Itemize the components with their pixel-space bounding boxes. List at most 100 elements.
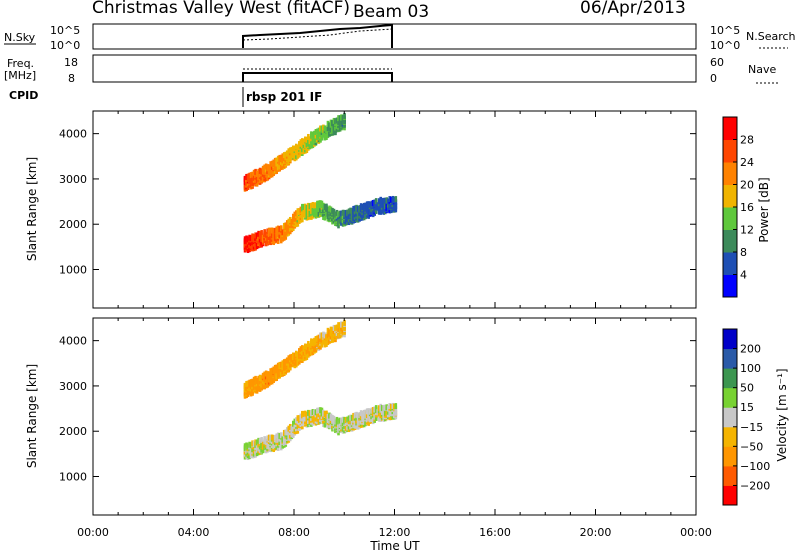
velocity-cell: [394, 403, 398, 410]
velocity-cell: [307, 409, 310, 416]
velocity-cell: [368, 416, 372, 423]
velocity-colorbar-label: Velocity [m s⁻¹]: [775, 368, 789, 461]
power-cell: [269, 227, 272, 234]
velocity-cell: [325, 340, 328, 347]
power-cell: [293, 152, 297, 159]
velocity-colorbar-tick: 100: [740, 362, 761, 375]
power-cell: [290, 146, 294, 153]
velocity-cell: [341, 416, 345, 423]
velocity-cell: [371, 407, 375, 414]
velocity-cell: [344, 425, 348, 432]
velocity-cell: [304, 343, 307, 350]
power-colorbar-tick: 4: [740, 269, 747, 282]
power-cell: [356, 216, 360, 223]
velocity-cell: [386, 405, 390, 412]
velocity-cell: [295, 350, 298, 357]
velocity-cell: [374, 405, 378, 412]
power-cell: [307, 214, 310, 221]
velocity-cell: [275, 364, 279, 371]
power-cell: [328, 122, 331, 129]
velocity-cell: [270, 375, 274, 382]
power-cell: [314, 202, 318, 209]
power-cell: [245, 235, 248, 242]
power-cell: [350, 212, 354, 219]
power-cell: [343, 209, 346, 216]
power-cell: [276, 229, 280, 236]
power-cell: [301, 203, 304, 210]
y-tick-label: 2000: [59, 218, 87, 231]
velocity-cell: [319, 407, 322, 414]
power-cell: [326, 120, 330, 127]
power-cell: [340, 210, 343, 217]
power-cell: [282, 162, 286, 169]
velocity-cell: [350, 419, 354, 426]
velocity-cell: [258, 384, 262, 391]
power-cell: [388, 196, 392, 203]
velocity-cell: [299, 413, 303, 420]
velocity-cell: [331, 327, 334, 334]
power-cell: [394, 202, 398, 209]
power-cell: [353, 205, 357, 212]
velocity-cell: [302, 345, 306, 352]
power-cell: [261, 234, 265, 241]
velocity-cell: [362, 416, 366, 423]
velocity-cell: [356, 413, 360, 420]
velocity-cell: [370, 407, 373, 414]
velocity-cell: [316, 407, 319, 414]
velocity-cell: [323, 332, 327, 339]
velocity-colorbar-tick: −15: [740, 421, 763, 434]
power-cell: [371, 200, 375, 207]
power-cell: [319, 200, 322, 207]
velocity-cell: [374, 415, 378, 422]
velocity-cell: [325, 417, 328, 424]
velocity-cell: [270, 370, 274, 377]
power-cell: [249, 172, 253, 179]
velocity-cell: [377, 405, 381, 412]
power-cell: [337, 118, 340, 125]
power-cell: [279, 237, 283, 244]
velocity-cell: [347, 415, 351, 422]
velocity-cell: [371, 418, 375, 425]
velocity-cell: [287, 425, 291, 432]
cpid-label: CPID: [9, 89, 38, 102]
velocity-cell: [311, 408, 315, 415]
power-cell: [281, 229, 285, 236]
power-cell: [368, 209, 372, 216]
velocity-cell: [279, 369, 283, 376]
power-cell: [281, 153, 285, 160]
power-cell: [347, 208, 351, 215]
power-cell: [388, 200, 392, 207]
velocity-cell: [293, 352, 297, 359]
station-title: Christmas Valley West (fitACF): [92, 0, 350, 18]
power-cell: [287, 148, 291, 155]
velocity-cell: [388, 403, 392, 410]
velocity-cell: [332, 415, 336, 422]
velocity-cell: [373, 406, 376, 413]
power-cell: [376, 202, 380, 209]
velocity-cell: [326, 332, 330, 339]
velocity-cell: [278, 433, 282, 440]
power-cell: [361, 203, 364, 210]
velocity-cell: [272, 435, 275, 442]
power-cell: [267, 227, 271, 234]
nave-label: Nave: [748, 63, 776, 76]
power-cell: [349, 207, 352, 214]
power-colorbar-tick: 16: [740, 201, 754, 214]
power-cell: [316, 128, 319, 135]
x-tick-label: 20:00: [580, 526, 612, 539]
power-cell: [246, 173, 250, 180]
velocity-cell: [301, 345, 304, 352]
velocity-cell: [279, 361, 283, 368]
power-cell: [278, 231, 282, 238]
velocity-cell: [260, 375, 263, 382]
nsky-panel: N.Sky 10^5 10^0 10^5 10^0 N.Search: [4, 23, 796, 52]
nsearch-trace: [242, 28, 393, 41]
power-cell: [317, 131, 321, 138]
power-cell: [389, 207, 393, 214]
power-cell: [331, 207, 334, 214]
velocity-cell: [319, 413, 322, 420]
velocity-cell: [385, 404, 389, 411]
power-cell: [343, 112, 346, 119]
power-cell: [254, 168, 257, 175]
power-cell: [323, 203, 327, 210]
